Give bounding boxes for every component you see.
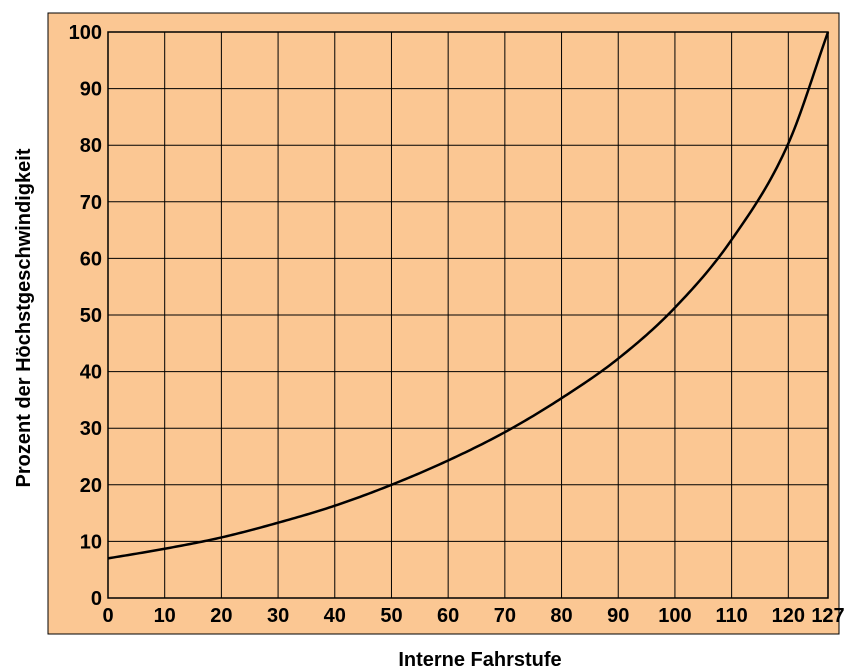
y-tick-labels: 0 10 20 30 40 50 60 70 80 90 100 — [69, 22, 102, 610]
x-tick-label: 10 — [154, 605, 176, 627]
x-tick-label: 90 — [607, 605, 629, 627]
x-tick-label: 100 — [658, 605, 691, 627]
x-tick-label: 70 — [494, 605, 516, 627]
y-tick-label: 60 — [80, 248, 102, 270]
y-tick-label: 10 — [80, 531, 102, 553]
chart-background — [47, 12, 840, 635]
y-tick-label: 0 — [91, 588, 102, 610]
y-tick-label: 40 — [80, 362, 102, 384]
x-tick-label: 60 — [437, 605, 459, 627]
series-line — [107, 31, 830, 560]
x-tick-label: 30 — [267, 605, 289, 627]
x-tick-label: 127 — [811, 605, 844, 627]
y-tick-label: 90 — [80, 79, 102, 101]
x-axis-label: Interne Fahrstufe — [398, 649, 561, 671]
y-tick-label: 30 — [80, 418, 102, 440]
y-tick-label: 100 — [69, 22, 102, 44]
y-tick-label: 80 — [80, 135, 102, 157]
x-tick-label: 40 — [324, 605, 346, 627]
x-tick-label: 80 — [550, 605, 572, 627]
plot-frame — [107, 31, 829, 599]
x-tick-labels: 0 10 20 30 40 50 60 70 80 90 100 110 120 127 — [102, 605, 844, 627]
y-axis-label: Prozent der Höchstgeschwindigkeit — [13, 148, 35, 487]
x-tick-label: 50 — [380, 605, 402, 627]
x-tick-label: 110 — [715, 605, 747, 627]
plot-area-border — [107, 31, 829, 599]
y-tick-label: 50 — [80, 305, 102, 327]
x-tick-label: 120 — [772, 605, 805, 627]
x-tick-label: 0 — [102, 605, 113, 627]
x-tick-label: 20 — [210, 605, 232, 627]
y-tick-label: 70 — [80, 192, 102, 214]
y-tick-label: 20 — [80, 475, 102, 497]
